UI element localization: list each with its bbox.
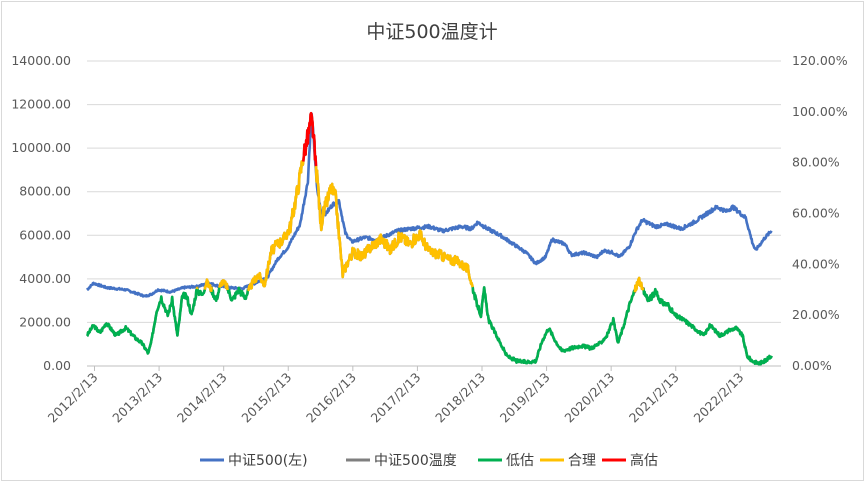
- y-left-axis: 0.00 2000.00 4000.00 6000.00 8000.00 10000.00…: [11, 53, 71, 373]
- x-tick-label: 2021/2/13: [626, 370, 682, 426]
- legend-item: 高估: [602, 452, 658, 469]
- legend-label: 高估: [630, 452, 658, 469]
- x-tick-label: 2019/2/13: [497, 370, 553, 426]
- legend-item: 中证500温度: [346, 453, 457, 469]
- y-left-tick-label: 2000.00: [19, 314, 71, 329]
- y-left-tick-label: 10000.00: [11, 140, 71, 155]
- y-left-tick-label: 8000.00: [19, 184, 71, 199]
- series-line-band-1: [195, 160, 645, 293]
- legend-label: 中证500(左): [228, 453, 308, 469]
- x-tick-label: 2012/2/13: [45, 370, 101, 426]
- y-left-tick-label: 6000.00: [19, 227, 71, 242]
- y-left-tick-label: 12000.00: [11, 97, 71, 112]
- series-line-temperature: [86, 111, 773, 366]
- legend-item: 合理: [540, 453, 596, 469]
- chart-title: 中证500温度计: [366, 21, 497, 43]
- series-line-band-2: [302, 111, 318, 167]
- x-tick-label: 2014/2/13: [174, 370, 230, 426]
- legend-label: 合理: [568, 453, 596, 469]
- legend-item: 低估: [478, 453, 534, 469]
- x-tick-label: 2022/2/13: [691, 370, 747, 426]
- legend-label: 中证500温度: [374, 453, 457, 469]
- y-right-tick-label: 100.00%: [792, 104, 848, 119]
- series-line-band-0: [86, 286, 773, 366]
- x-axis: 2012/2/13 2013/2/13 2014/2/13 2015/2/13 2016…: [45, 365, 781, 426]
- y-right-tick-label: 60.00%: [792, 206, 840, 221]
- series-line-index: [85, 112, 773, 298]
- y-left-tick-label: 4000.00: [19, 271, 71, 286]
- legend: 中证500(左) 中证500温度 低估 合理 高估: [200, 452, 658, 469]
- x-tick-label: 2015/2/13: [238, 370, 294, 426]
- x-tick-label: 2020/2/13: [561, 370, 617, 426]
- legend-item: 中证500(左): [200, 453, 308, 469]
- series-lines: [85, 111, 773, 366]
- y-left-tick-label: 0.00: [43, 358, 71, 373]
- grid-lines: [87, 60, 781, 367]
- x-tick-label: 2016/2/13: [303, 370, 359, 426]
- x-tick-label: 2017/2/13: [368, 370, 424, 426]
- y-right-tick-label: 40.00%: [792, 256, 840, 271]
- y-right-tick-label: 120.00%: [792, 53, 848, 68]
- y-left-tick-label: 14000.00: [11, 53, 71, 68]
- y-right-axis: 0.00% 20.00% 40.00% 60.00% 80.00% 100.00% 120.…: [792, 53, 848, 373]
- y-right-tick-label: 20.00%: [792, 307, 840, 322]
- y-right-tick-label: 80.00%: [792, 155, 840, 170]
- legend-label: 低估: [506, 453, 534, 469]
- y-right-tick-label: 0.00%: [792, 358, 832, 373]
- x-tick-label: 2013/2/13: [109, 370, 165, 426]
- x-tick-label: 2018/2/13: [432, 370, 488, 426]
